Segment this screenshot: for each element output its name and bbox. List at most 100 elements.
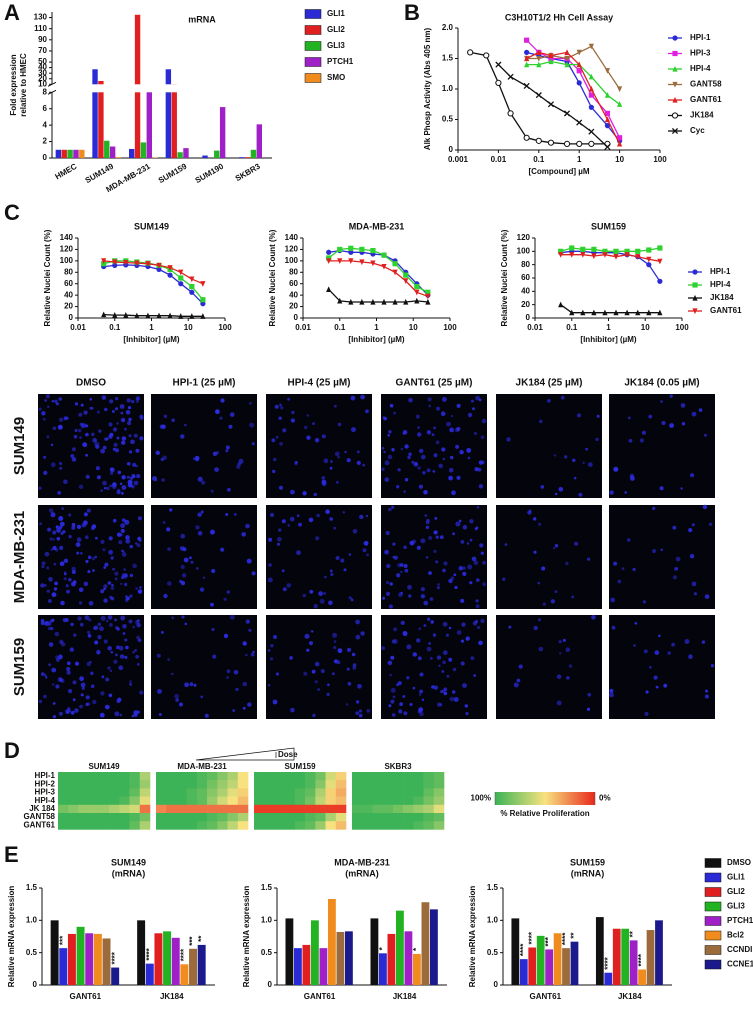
nucleus: [422, 471, 426, 475]
marker: [200, 281, 206, 287]
nucleus: [103, 598, 108, 603]
heat-cell: [274, 772, 285, 781]
legend-label: Bcl2: [727, 931, 744, 940]
nucleus: [132, 563, 137, 569]
nucleus: [66, 711, 69, 714]
nucleus: [281, 569, 285, 573]
nucleus: [397, 681, 402, 686]
column-header: DMSO: [76, 378, 106, 389]
legend-label: JK184: [710, 293, 734, 302]
heat-cell: [325, 788, 337, 797]
nucleus: [428, 404, 432, 408]
nucleus: [39, 522, 42, 525]
y-tick-label: 80: [64, 267, 73, 276]
x-tick-label: 100: [653, 155, 667, 164]
nucleus: [271, 438, 276, 443]
nucleus: [609, 490, 614, 495]
bar: [93, 933, 102, 985]
nucleus: [421, 454, 426, 460]
heat-cell: [139, 821, 151, 830]
nucleus: [442, 621, 448, 627]
marker: [588, 140, 595, 147]
nucleus: [306, 648, 310, 652]
nucleus: [404, 478, 409, 482]
nucleus: [108, 549, 113, 555]
heat-cell: [274, 780, 285, 789]
significance: ****: [519, 943, 528, 956]
nucleus: [438, 463, 444, 469]
heat-cell: [68, 780, 79, 789]
row-label: HPI-1: [35, 771, 56, 780]
x-tick-label: 100: [675, 323, 689, 332]
bar: [655, 920, 663, 985]
nucleus: [139, 414, 144, 419]
nucleus: [334, 404, 337, 408]
nucleus: [85, 474, 90, 479]
nucleus: [331, 672, 335, 676]
nucleus: [306, 435, 311, 440]
heat-cell: [109, 772, 120, 781]
nucleus: [125, 595, 128, 598]
nucleus: [464, 704, 468, 708]
bar: [629, 940, 638, 985]
nucleus: [396, 573, 401, 578]
nucleus: [388, 430, 392, 434]
nucleus: [110, 471, 114, 475]
nucleus: [278, 485, 284, 490]
marker: [101, 311, 107, 318]
marker: [381, 263, 387, 270]
heat-cell: [352, 772, 363, 781]
nucleus: [432, 470, 436, 473]
nucleus: [408, 397, 413, 403]
marker: [576, 61, 582, 68]
nucleus: [181, 573, 187, 578]
nucleus: [330, 460, 333, 463]
heat-cell: [433, 804, 445, 814]
bar: [387, 933, 396, 985]
nucleus: [363, 540, 369, 546]
nucleus: [436, 655, 442, 660]
heat-cell: [352, 821, 363, 830]
heat-cell: [305, 788, 316, 797]
nucleus: [355, 711, 360, 715]
nucleus: [416, 638, 421, 643]
nucleus: [702, 504, 708, 510]
nucleus: [166, 527, 171, 532]
nucleus: [68, 535, 72, 539]
nucleus: [348, 553, 352, 556]
nucleus: [413, 461, 419, 467]
nucleus: [456, 475, 461, 480]
nucleus: [121, 436, 127, 441]
nucleus: [114, 577, 118, 581]
x-tick-label: 0.1: [334, 323, 346, 332]
marker: [425, 298, 431, 305]
heat-cell: [423, 813, 435, 822]
nucleus: [167, 547, 172, 551]
bar: [319, 948, 328, 985]
nucleus: [314, 661, 320, 667]
legend-label: GLI2: [327, 25, 345, 34]
nucleus: [298, 522, 302, 527]
nucleus: [454, 585, 458, 590]
nucleus: [337, 648, 343, 654]
heat-cell: [78, 796, 89, 806]
nucleus: [79, 422, 84, 427]
heat-cell: [372, 772, 383, 781]
nucleus: [51, 592, 57, 598]
nucleus: [688, 528, 693, 533]
marker: [646, 262, 652, 268]
heat-cell: [382, 772, 394, 781]
nucleus: [55, 548, 59, 552]
nucleus: [357, 683, 362, 689]
nucleus: [53, 562, 57, 566]
nucleus: [86, 508, 91, 513]
nucleus: [51, 400, 54, 403]
nucleus: [434, 517, 438, 520]
nucleus: [81, 426, 84, 429]
y-tick-label: 0.5: [26, 948, 38, 957]
nucleus: [137, 638, 142, 642]
nucleus: [294, 461, 298, 464]
legend-label: GLI1: [327, 9, 345, 18]
micrograph: [609, 615, 715, 719]
heat-cell: [98, 772, 110, 781]
